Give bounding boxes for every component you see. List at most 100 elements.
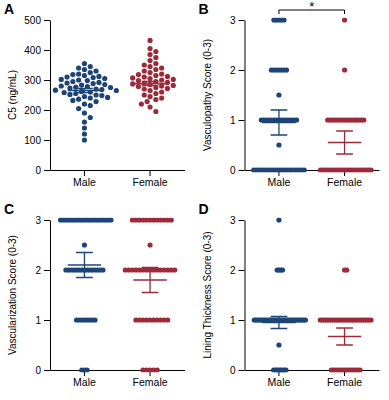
error-bar-cap (271, 316, 288, 317)
data-point (153, 109, 158, 114)
marks (53, 38, 176, 143)
data-point (147, 76, 152, 81)
data-point (79, 367, 84, 372)
data-point (357, 367, 362, 372)
x-tick: Female (133, 370, 168, 388)
data-point (84, 367, 89, 372)
data-point (59, 77, 64, 82)
y-tick-label: 2 (35, 265, 41, 276)
data-point (99, 87, 104, 92)
y-tick: 2 (230, 65, 245, 76)
x-axis: MaleFemale (51, 370, 186, 388)
y-tick-mark (44, 140, 50, 141)
data-point (88, 64, 93, 69)
data-point (136, 84, 141, 89)
data-point (76, 71, 81, 76)
y-axis-title: Vasculopathy Score (0-3) (202, 39, 213, 151)
panel: B0123MaleFemaleVasculopathy Score (0-3)* (199, 0, 380, 188)
x-axis-line (51, 370, 186, 371)
data-point (93, 68, 98, 73)
y-tick: 3 (230, 215, 245, 226)
y-tick-mark (44, 170, 50, 171)
error-bar-cap (76, 92, 93, 93)
data-point (153, 55, 158, 60)
y-axis-title: Lining Thickness Score (0-3) (202, 231, 213, 358)
y-axis-title: Vascularization Score (0-3) (7, 235, 18, 355)
data-point (85, 78, 90, 83)
error-bar-stem (278, 110, 279, 135)
error-bar-cap (336, 327, 353, 328)
data-point (88, 103, 93, 108)
data-point (93, 99, 98, 104)
y-tick-label: 500 (24, 15, 41, 26)
y-tick-label: 3 (230, 215, 236, 226)
plot-area: 0123MaleFemaleVasculopathy Score (0-3)* (202, 0, 380, 188)
y-tick-mark (239, 170, 245, 171)
y-axis: 0123 (35, 215, 50, 376)
data-point (159, 71, 164, 76)
data-point (82, 242, 87, 247)
data-point (102, 76, 107, 81)
error-bar (336, 131, 353, 154)
error-bar-cap (271, 134, 288, 135)
y-tick: 0 (230, 365, 245, 376)
data-point (91, 81, 96, 86)
data-point (142, 62, 147, 67)
panel: C0123MaleFemaleVascularization Score (0-… (4, 201, 185, 388)
y-tick-mark (239, 320, 245, 321)
data-point (155, 367, 160, 372)
data-point (130, 75, 135, 80)
x-axis: MaleFemale (245, 170, 380, 188)
data-point (153, 49, 158, 54)
y-axis-line (245, 21, 246, 171)
data-point (142, 74, 147, 79)
data-point (283, 367, 288, 372)
marks (251, 17, 374, 172)
data-point (93, 92, 98, 97)
data-point (136, 72, 141, 77)
panel-title: C (4, 201, 14, 217)
data-point (53, 88, 58, 93)
plot-area: 0123MaleFemaleVascularization Score (0-3… (7, 215, 185, 389)
error-bar-cap (336, 344, 353, 345)
panel: A0100200300400500MaleFemaleC5 (ng/mL) (4, 1, 185, 188)
data-point (88, 70, 93, 75)
significance-label: * (309, 0, 314, 14)
data-point (96, 74, 101, 79)
data-point (58, 217, 63, 222)
y-tick: 3 (35, 215, 50, 226)
data-point (153, 91, 158, 96)
x-tick-label: Male (73, 176, 96, 188)
data-point (147, 88, 152, 93)
x-tick: Male (268, 170, 291, 188)
data-point (88, 115, 93, 120)
data-point (276, 217, 281, 222)
y-tick: 2 (35, 265, 50, 276)
data-point (284, 67, 289, 72)
y-tick: 100 (24, 135, 50, 146)
data-point (147, 46, 152, 51)
data-point (67, 92, 72, 97)
y-tick: 1 (230, 315, 245, 326)
y-tick-label: 300 (24, 75, 41, 86)
data-point (108, 217, 113, 222)
x-tick: Female (327, 370, 362, 388)
data-point (82, 61, 87, 66)
data-point (136, 78, 141, 83)
y-axis-line (50, 221, 51, 371)
error-bar-stem (344, 328, 345, 345)
x-axis: MaleFemale (51, 170, 186, 188)
error-bar-stem (84, 253, 85, 278)
y-tick-mark (44, 20, 50, 21)
y-tick-mark (44, 370, 50, 371)
error-bar-cap (76, 252, 93, 253)
data-point (96, 80, 101, 85)
error-bar-stem (149, 268, 150, 293)
data-point (165, 86, 170, 91)
y-tick-label: 0 (230, 165, 236, 176)
data-point (153, 61, 158, 66)
data-point (142, 68, 147, 73)
data-point (92, 317, 97, 322)
panel-title: A (4, 1, 14, 17)
error-bar-cap (142, 292, 159, 293)
